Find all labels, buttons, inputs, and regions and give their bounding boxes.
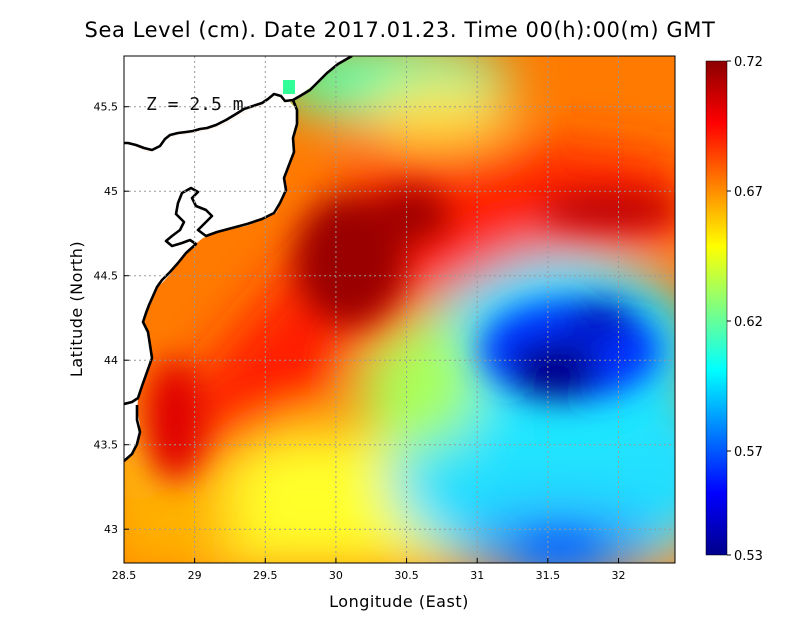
- map-title: Sea Level (cm). Date 2017.01.23. Time 00…: [84, 18, 716, 42]
- y-tick-label: 43.5: [94, 439, 119, 452]
- y-axis-ticks: 43 43.5 44 44.5 45 45.5: [94, 101, 129, 536]
- south-blue-patch: [520, 534, 600, 562]
- north-east-core: [540, 192, 675, 228]
- south-west-orange: [124, 470, 240, 563]
- sea-level-field: [124, 56, 675, 563]
- colorbar-ticks: 0.72 0.67 0.62 0.57 0.53: [727, 55, 763, 564]
- graticule: [124, 56, 675, 563]
- eddy-core: [510, 340, 600, 400]
- coastline-sw: [124, 405, 142, 462]
- colorbar-tick-label: 0.72: [734, 55, 763, 70]
- y-tick-label: 45: [104, 185, 118, 198]
- colorbar-tick-label: 0.53: [734, 549, 763, 564]
- x-tick-label: 32: [611, 569, 625, 582]
- y-tick-label: 44.5: [94, 270, 119, 283]
- colorbar-tick-label: 0.57: [734, 445, 763, 460]
- x-tick-label: 30: [329, 569, 343, 582]
- colorbar-tick-label: 0.67: [734, 185, 763, 200]
- ridge-core-east: [370, 187, 450, 243]
- x-tick-label: 28.5: [112, 569, 137, 582]
- x-tick-label: 30.5: [394, 569, 419, 582]
- west-coast-red: [145, 360, 205, 480]
- y-axis-label: Latitude (North): [67, 241, 86, 377]
- x-tick-label: 29.5: [253, 569, 278, 582]
- colorbar: [705, 60, 728, 556]
- colorbar-tick-label: 0.62: [734, 315, 763, 330]
- coastline-south: [124, 99, 299, 406]
- y-tick-label: 45.5: [94, 101, 119, 114]
- y-tick-label: 43: [104, 523, 118, 536]
- x-tick-label: 31: [470, 569, 484, 582]
- coastline: [124, 56, 353, 152]
- eddy-core-north: [565, 300, 635, 340]
- north-yellow: [370, 80, 510, 160]
- red-ridge: [140, 180, 675, 470]
- x-axis-ticks: 28.5 29 29.5 30 30.5 31 31.5 32: [112, 558, 625, 582]
- y-tick-label: 44: [104, 354, 118, 367]
- x-tick-label: 29: [188, 569, 202, 582]
- land-patch-green: [283, 80, 295, 94]
- central-green: [360, 310, 480, 450]
- x-tick-label: 31.5: [536, 569, 561, 582]
- x-axis-label: Longitude (East): [329, 592, 469, 611]
- land-mass-south: [124, 96, 297, 462]
- depth-label: Z = 2.5 m: [146, 94, 244, 115]
- plot-frame: [123, 55, 676, 564]
